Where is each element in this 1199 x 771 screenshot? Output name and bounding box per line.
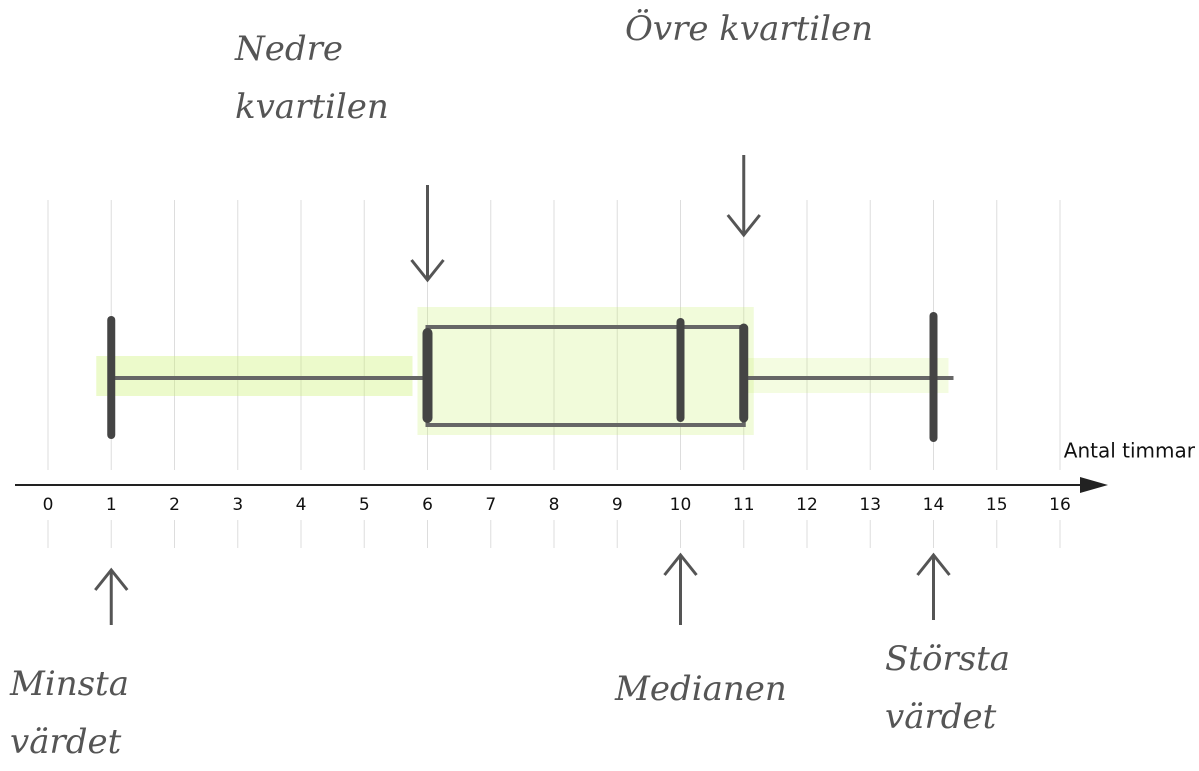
x-tick-label: 16: [1049, 495, 1071, 515]
x-tick-label: 0: [43, 495, 54, 515]
x-tick-label: 8: [549, 495, 560, 515]
annotation: Övre kvartilen: [625, 0, 875, 58]
x-tick-label: 5: [359, 495, 370, 515]
annotation: Medianen: [615, 660, 805, 718]
x-tick-label: 3: [232, 495, 243, 515]
x-tick-label: 7: [485, 495, 496, 515]
annotation: Nedre kvartilen: [235, 20, 485, 136]
x-tick-label: 14: [923, 495, 945, 515]
x-axis-label: Antal timmar: [1064, 439, 1196, 463]
x-tick-label: 11: [733, 495, 755, 515]
annotation: Minsta värdet: [10, 655, 210, 771]
x-tick-label: 6: [422, 495, 433, 515]
x-tick-label: 4: [296, 495, 307, 515]
x-tick-label: 12: [796, 495, 818, 515]
page: Antal timmar 012345678910111213141516 Ne…: [0, 0, 1199, 771]
x-tick-label: 1: [106, 495, 117, 515]
annotation: Största värdet: [885, 630, 1045, 746]
x-tick-label: 2: [169, 495, 180, 515]
x-tick-label: 9: [612, 495, 623, 515]
x-tick-label: 13: [859, 495, 881, 515]
highlight: [744, 358, 949, 393]
x-tick-label: 10: [670, 495, 692, 515]
x-axis-arrow: [1080, 477, 1108, 493]
x-tick-label: 15: [986, 495, 1008, 515]
